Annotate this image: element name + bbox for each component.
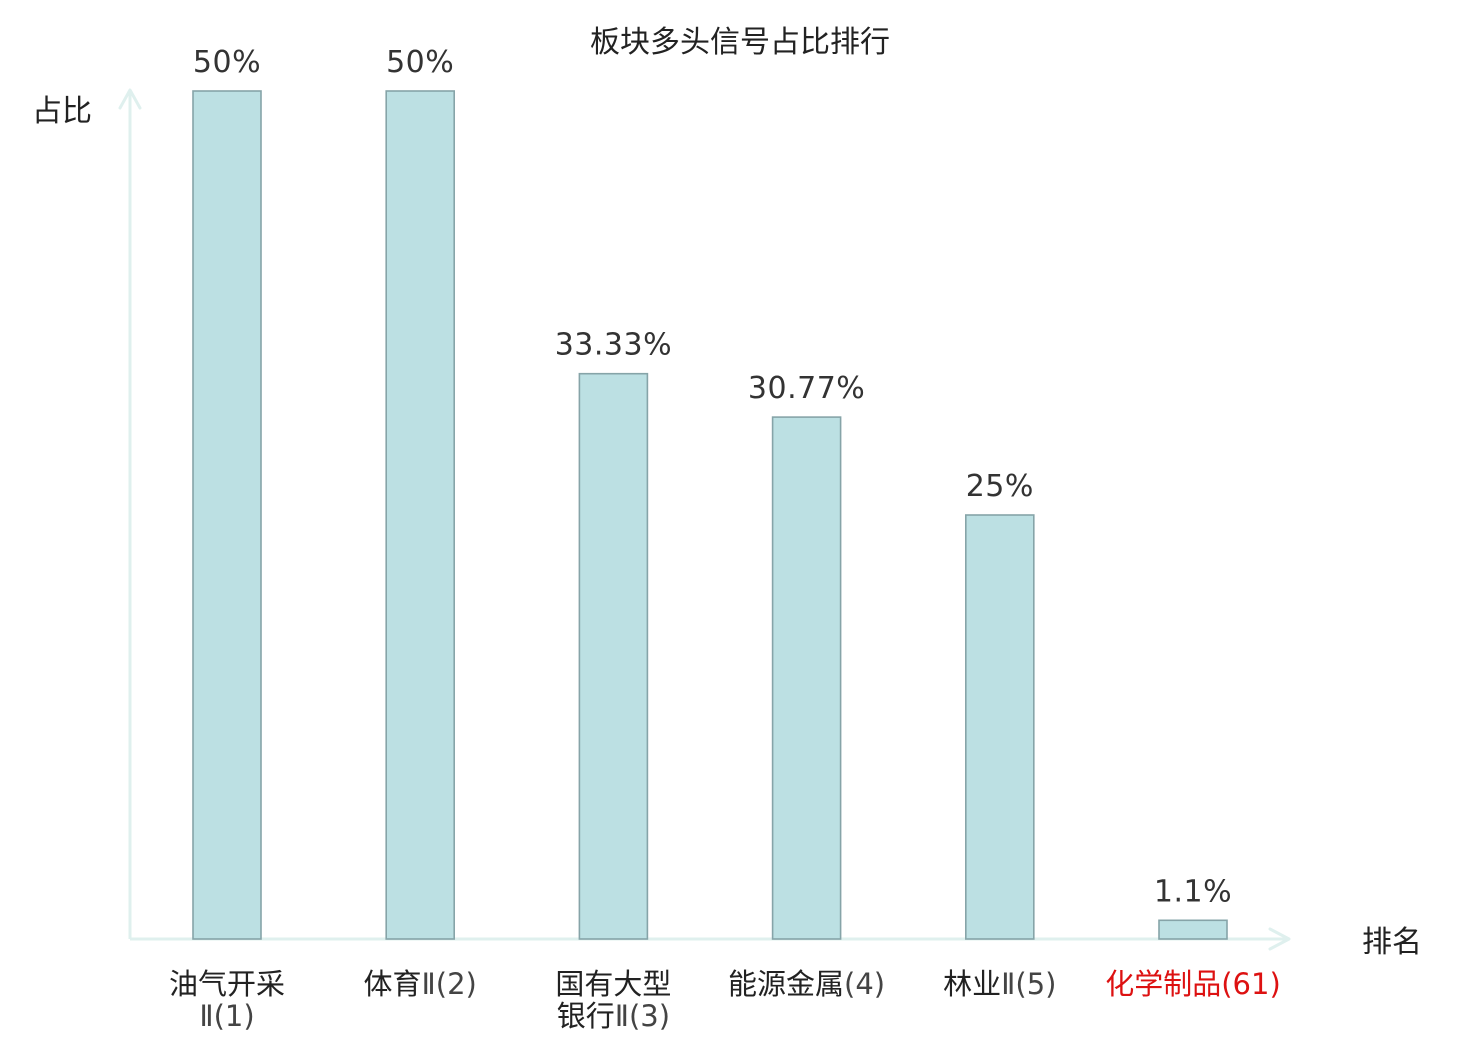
value-label-6: 1.1% <box>1154 874 1232 909</box>
x-tick-labels-group: 油气开采 Ⅱ(1) 体育Ⅱ(2) 国有大型银行Ⅱ(3) 能源金属(4) 林业Ⅱ(5) 化学制… <box>169 967 1281 1033</box>
value-label-1: 50% <box>193 45 261 80</box>
bar-4 <box>771 416 842 940</box>
x-tick-label-5: 林业Ⅱ(5) <box>943 967 1056 1001</box>
value-labels-group: 50% 50% 33.33% 30.77% 25% 1.1% <box>193 45 1232 909</box>
x-tick-label-2: 体育Ⅱ(2) <box>364 967 477 1001</box>
x-tick-label-6: 化学制品(61) <box>1105 967 1281 1001</box>
value-label-4: 30.77% <box>748 371 865 406</box>
value-label-5: 25% <box>966 469 1034 504</box>
value-label-3: 33.33% <box>555 328 672 363</box>
bar-3 <box>578 372 649 940</box>
bars-group <box>192 90 1228 940</box>
bar-6 <box>1158 919 1228 940</box>
y-axis-title: 占比 <box>32 94 92 129</box>
x-tick-label-1: 油气开采 Ⅱ(1) <box>169 967 285 1033</box>
bar-5 <box>964 514 1035 940</box>
x-axis-arrow <box>1268 927 1291 951</box>
x-axis-title: 排名 <box>1362 925 1422 960</box>
axes <box>118 88 1291 951</box>
chart-title: 板块多头信号占比排行 <box>590 25 890 60</box>
bar-1 <box>192 90 262 940</box>
value-label-2: 50% <box>386 45 454 80</box>
x-tick-label-4: 能源金属(4) <box>728 967 885 1001</box>
y-axis-arrow <box>118 88 142 110</box>
x-tick-label-3: 国有大型银行Ⅱ(3) <box>555 967 671 1033</box>
bar-2 <box>385 90 456 940</box>
